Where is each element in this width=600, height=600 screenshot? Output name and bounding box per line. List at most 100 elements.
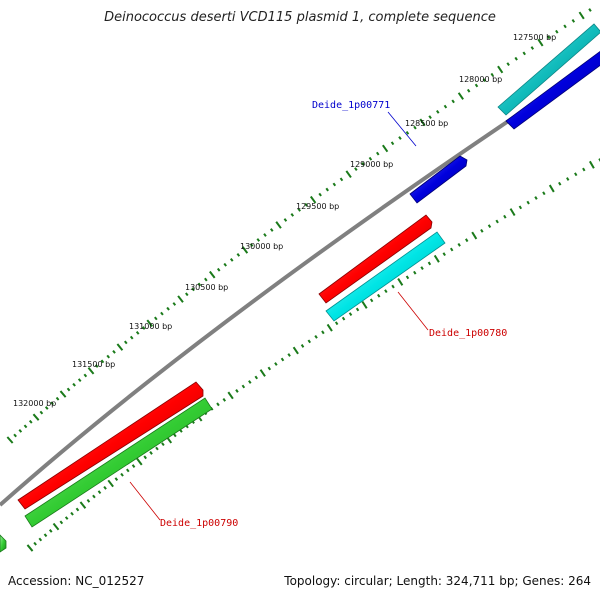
- inner-tick: [326, 323, 333, 332]
- inner-tick: [107, 479, 114, 488]
- inner-tick: [126, 468, 130, 473]
- outer-tick: [339, 177, 344, 182]
- inner-tick: [509, 208, 516, 217]
- outer-tick: [436, 109, 440, 114]
- inner-tick: [64, 516, 69, 520]
- inner-tick: [321, 330, 325, 335]
- tick-label: 130000 bp: [240, 242, 283, 251]
- outer-tick: [141, 326, 146, 330]
- outer-tick: [146, 319, 154, 328]
- inner-tick: [33, 541, 37, 546]
- gene-label-deide-1p00790[interactable]: Deide_1p00790: [160, 518, 238, 529]
- outer-tick: [106, 354, 111, 359]
- outer-tick: [361, 162, 365, 166]
- inner-tick: [280, 357, 285, 362]
- outer-tick: [530, 46, 535, 50]
- outer-tick: [354, 167, 358, 171]
- gene-label-deide-1p00780[interactable]: Deide_1p00780: [429, 328, 507, 339]
- inner-tick: [235, 389, 239, 393]
- inner-tick: [292, 346, 299, 355]
- outer-tick: [382, 144, 389, 153]
- outer-tick: [154, 316, 158, 321]
- outer-tick: [522, 51, 526, 56]
- outer-tick: [100, 359, 105, 364]
- outer-tick: [124, 340, 128, 345]
- summary-text: Topology: circular; Length: 324,711 bp; …: [284, 574, 591, 588]
- outer-tick: [413, 125, 417, 130]
- tick-label: 131000 bp: [129, 322, 172, 331]
- feature-deide-1p00771[interactable]: [409, 155, 468, 204]
- inner-tick: [222, 397, 227, 402]
- inner-tick: [48, 529, 53, 533]
- outer-tick: [185, 292, 189, 297]
- inner-tick: [287, 353, 291, 357]
- inner-tick: [307, 339, 312, 344]
- inner-tick: [518, 205, 523, 210]
- inner-tick: [566, 177, 570, 181]
- outer-tick: [112, 350, 116, 354]
- outer-tick: [506, 62, 510, 66]
- outer-tick: [304, 202, 308, 207]
- outer-tick: [191, 287, 195, 292]
- inner-tick: [348, 312, 353, 316]
- outer-tick: [482, 78, 487, 83]
- outer-tick: [497, 65, 504, 74]
- inner-tick: [397, 278, 404, 286]
- inner-tick: [70, 511, 74, 516]
- outer-tick: [345, 170, 352, 179]
- inner-tick: [97, 490, 102, 495]
- feature-blue-128000[interactable]: [505, 50, 600, 130]
- outer-tick: [290, 213, 295, 217]
- inner-tick: [254, 375, 259, 380]
- feature-deide-1p00790-red[interactable]: [17, 381, 204, 510]
- outer-tick: [398, 136, 402, 140]
- outer-tick: [28, 419, 33, 424]
- inner-tick: [341, 316, 346, 321]
- feature-deide-1p00790-green[interactable]: [24, 397, 213, 528]
- outer-tick: [160, 311, 164, 316]
- inner-tick: [558, 181, 562, 186]
- inner-tick: [114, 477, 119, 482]
- inner-tick: [92, 494, 96, 499]
- tick-label: 128500 bp: [405, 119, 448, 128]
- inner-tick: [582, 167, 586, 172]
- inner-tick: [26, 544, 34, 552]
- gene-label-deide-1p00771[interactable]: Deide_1p00771: [312, 100, 390, 111]
- feature-green-edge[interactable]: [0, 534, 7, 553]
- inner-tick: [361, 301, 368, 309]
- inner-tick: [449, 247, 454, 252]
- outer-tick: [39, 410, 44, 415]
- outer-tick: [376, 151, 380, 156]
- outer-tick: [18, 429, 23, 433]
- inner-tick: [216, 402, 220, 407]
- feature-deide-1p00780-red[interactable]: [318, 214, 433, 304]
- inner-tick: [384, 289, 388, 294]
- feature-deide-1p00780-cyan[interactable]: [325, 231, 446, 322]
- inner-tick: [267, 366, 272, 371]
- outer-tick: [537, 38, 544, 47]
- outer-tick: [55, 396, 60, 401]
- outer-tick: [23, 424, 28, 429]
- outer-tick: [275, 221, 282, 229]
- accession-text: Accession: NC_012527: [8, 574, 145, 588]
- inner-tick: [161, 442, 165, 447]
- inner-tick: [420, 266, 424, 270]
- inner-tick: [136, 457, 143, 466]
- inner-tick: [173, 433, 177, 438]
- inner-tick: [59, 520, 64, 525]
- outer-tick-marks: [6, 8, 592, 444]
- outer-tick: [66, 387, 71, 392]
- outer-tick: [72, 382, 76, 387]
- outer-tick: [270, 228, 274, 232]
- feature-teal-127500[interactable]: [497, 23, 600, 116]
- tick-label: 128000 bp: [459, 75, 502, 84]
- outer-tick: [209, 270, 216, 279]
- inner-tick: [427, 261, 432, 266]
- inner-tick-marks: [26, 158, 600, 552]
- outer-tick: [368, 156, 373, 161]
- inner-tick: [457, 242, 461, 247]
- inner-tick: [43, 533, 48, 538]
- outer-tick: [216, 267, 221, 272]
- inner-tick: [314, 334, 318, 339]
- inner-tick: [542, 191, 546, 196]
